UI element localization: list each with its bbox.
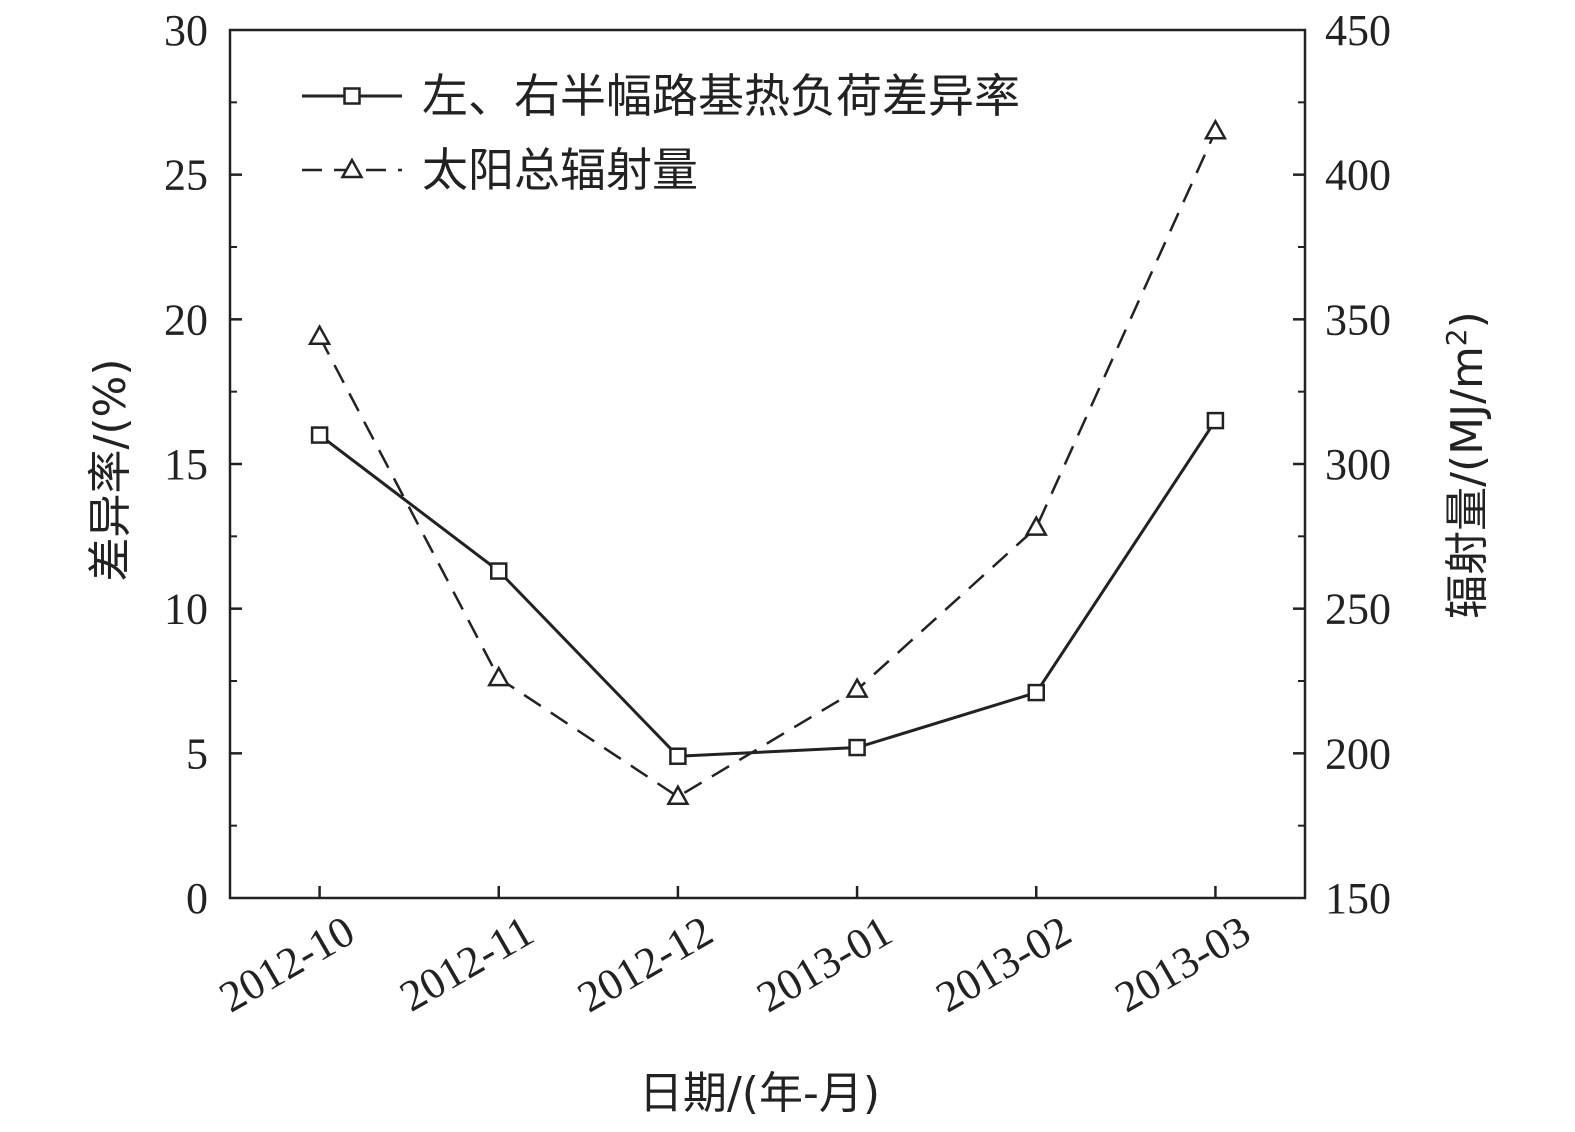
data-point-square [1027,683,1045,702]
series-line-solar-radiation [318,130,1217,799]
right-axis-ticks: 150 200 250 300 350 400 450 [1293,6,1391,923]
right-axis-title-main: 辐射量/(MJ/m [1442,346,1493,619]
left-tick-label: 5 [186,729,208,778]
legend-label-solar-radiation: 太阳总辐射量 [422,143,698,197]
legend-marker-square [343,87,361,105]
left-tick-label: 25 [164,151,208,200]
left-axis-title: 差异率/(%) [85,359,136,582]
data-point-square [490,562,508,580]
series-layer [307,118,1228,805]
data-point-triangle [1024,515,1048,536]
data-point-triangle [487,665,511,687]
x-axis-ticks: 2012-10 2012-11 2012-12 2013-01 2013-02 2013-… [211,886,1258,1022]
plot-frame [228,28,1307,900]
left-tick-label: 20 [164,295,208,344]
legend-label-heat-load-rate: 左、右半幅路基热负荷差异率 [422,69,1020,123]
data-point-triangle [845,677,869,698]
data-point-square [848,738,866,757]
right-axis-title: 辐射量/(MJ/m2) [1440,311,1493,619]
right-tick-label: 350 [1325,295,1391,344]
legend-item-solar-radiation: 太阳总辐射量 [302,143,698,197]
data-point-triangle [307,324,332,345]
x-tick-label: 2012-11 [392,906,542,1021]
left-axis-ticks: 0 5 10 15 20 25 30 [164,6,242,923]
right-tick-label: 150 [1325,874,1391,923]
data-point-square [669,747,687,765]
data-point-triangle [666,784,690,805]
right-tick-label: 400 [1325,151,1391,200]
data-point-square [310,426,329,444]
left-tick-label: 30 [164,6,208,55]
x-tick-label: 2013-02 [928,906,1080,1022]
x-tick-label: 2013-03 [1107,906,1259,1022]
right-axis-title-superscript: 2 [1440,328,1473,346]
x-tick-label: 2012-10 [211,906,363,1022]
right-tick-label: 250 [1325,585,1391,634]
x-tick-label: 2013-01 [749,906,901,1022]
data-point-triangle [1203,118,1228,140]
right-axis-title-end: ) [1442,311,1493,328]
right-tick-label: 450 [1325,6,1391,55]
right-tick-label: 300 [1325,440,1391,489]
series-line-heat-load-rate [318,419,1217,758]
left-tick-label: 0 [186,874,208,923]
legend-marker-triangle [340,157,364,179]
x-tick-label: 2012-12 [569,906,721,1022]
right-tick-label: 200 [1325,729,1391,778]
legend: 左、右半幅路基热负荷差异率 太阳总辐射量 [302,69,1020,197]
left-tick-label: 10 [164,585,208,634]
left-tick-label: 15 [164,440,208,489]
x-axis-title: 日期/(年-月) [639,1068,880,1119]
legend-item-heat-load-rate: 左、右半幅路基热负荷差异率 [302,69,1020,123]
data-point-square [1206,411,1225,430]
